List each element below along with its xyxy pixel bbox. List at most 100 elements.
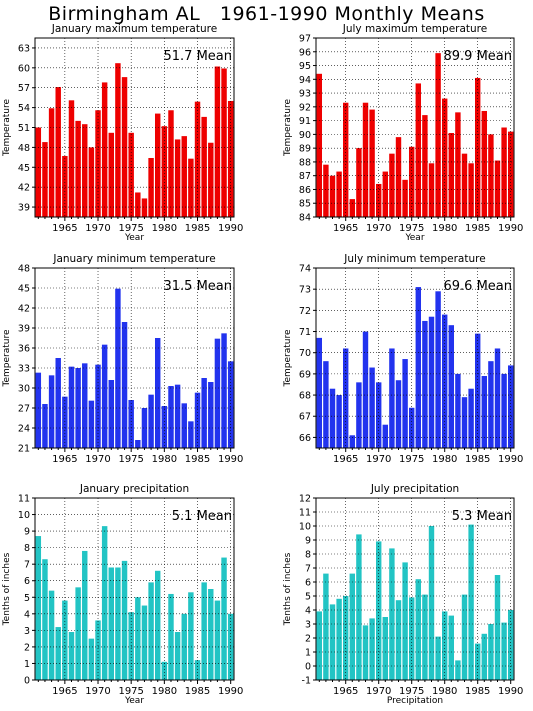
bar xyxy=(55,627,61,680)
y-tick-label: 11 xyxy=(299,508,311,519)
bar xyxy=(389,153,395,217)
bar xyxy=(342,348,349,448)
bar xyxy=(101,344,108,448)
y-tick-label: 88 xyxy=(299,157,311,168)
bar xyxy=(208,142,214,217)
bar xyxy=(501,622,507,680)
x-tick-label: 1980 xyxy=(432,454,457,465)
bar xyxy=(221,68,227,217)
bar xyxy=(356,534,362,680)
bar xyxy=(201,378,207,448)
bar xyxy=(395,600,402,680)
bar xyxy=(461,153,468,217)
bar xyxy=(408,597,415,680)
bar xyxy=(349,435,356,448)
x-tick-label: 1985 xyxy=(465,454,490,465)
x-tick-label: 1990 xyxy=(218,454,243,465)
bar xyxy=(356,148,362,217)
bar xyxy=(214,338,221,448)
bar xyxy=(108,567,115,680)
bar xyxy=(488,361,494,448)
y-tick-label: 67 xyxy=(299,412,311,423)
bar xyxy=(402,359,408,448)
y-tick-label: 73 xyxy=(299,285,311,296)
bar xyxy=(428,163,435,217)
bar xyxy=(415,83,422,217)
y-tick-label: 1 xyxy=(24,659,30,670)
bar xyxy=(474,643,481,680)
bar xyxy=(148,157,154,217)
y-tick-label: 1 xyxy=(305,648,311,659)
bar xyxy=(214,600,221,680)
bar xyxy=(501,373,507,448)
y-axis-label: Temperature xyxy=(283,99,293,157)
y-tick-label: 39 xyxy=(18,324,30,335)
y-tick-label: 6 xyxy=(24,576,30,587)
bar xyxy=(188,592,194,680)
bar xyxy=(82,550,88,680)
bar xyxy=(227,361,234,448)
bar xyxy=(121,322,128,448)
y-tick-label: 60 xyxy=(18,63,30,74)
bar xyxy=(389,348,395,448)
chart-title: January maximum temperature xyxy=(51,23,217,35)
bar xyxy=(382,424,389,448)
bar xyxy=(362,625,369,680)
x-tick-label: 1985 xyxy=(185,686,210,697)
bar xyxy=(395,380,402,448)
bar xyxy=(161,661,168,680)
y-tick-label: 68 xyxy=(299,391,311,402)
x-tick-label: 1965 xyxy=(333,686,358,697)
bar xyxy=(408,146,415,217)
y-tick-label: 7 xyxy=(305,564,311,575)
bar xyxy=(48,375,55,448)
bar xyxy=(428,526,435,680)
bar xyxy=(135,192,141,217)
bar xyxy=(441,98,448,217)
bar xyxy=(75,120,81,217)
bar xyxy=(323,573,329,680)
x-tick-label: 1985 xyxy=(185,223,210,234)
y-tick-label: 21 xyxy=(18,444,30,455)
bar xyxy=(42,559,48,680)
bar xyxy=(336,171,342,217)
bar xyxy=(461,594,468,680)
y-tick-label: 0 xyxy=(305,662,311,673)
bar xyxy=(62,396,68,448)
y-axis-label: Temperature xyxy=(2,99,12,157)
y-tick-label: 36 xyxy=(18,344,30,355)
chart-title: January minimum temperature xyxy=(52,253,215,265)
bar xyxy=(349,199,356,217)
bar xyxy=(494,575,501,680)
bar xyxy=(181,136,187,217)
x-tick-label: 1965 xyxy=(333,454,358,465)
plot-frame xyxy=(315,267,515,449)
bar xyxy=(415,287,422,448)
bar xyxy=(68,366,75,448)
bar xyxy=(441,314,448,448)
y-tick-label: 69 xyxy=(299,369,311,380)
y-axis-label: Temperature xyxy=(283,329,293,387)
y-tick-label: 3 xyxy=(24,626,30,637)
bar xyxy=(194,660,201,680)
mean-label: 69.6 Mean xyxy=(444,279,513,294)
bar xyxy=(194,392,201,448)
bar xyxy=(208,382,214,448)
bar xyxy=(55,87,61,217)
mean-label: 89.9 Mean xyxy=(444,49,513,64)
y-tick-label: 96 xyxy=(299,47,311,58)
x-tick-label: 1990 xyxy=(498,454,523,465)
mean-label: 5.3 Mean xyxy=(452,509,512,524)
x-tick-label: 1985 xyxy=(185,454,210,465)
y-tick-label: 9 xyxy=(305,536,311,547)
bar xyxy=(62,156,68,217)
y-tick-label: 5 xyxy=(24,593,30,604)
bar xyxy=(369,618,375,680)
y-tick-label: 0 xyxy=(24,676,30,687)
bar xyxy=(141,605,148,680)
bar xyxy=(481,633,488,680)
